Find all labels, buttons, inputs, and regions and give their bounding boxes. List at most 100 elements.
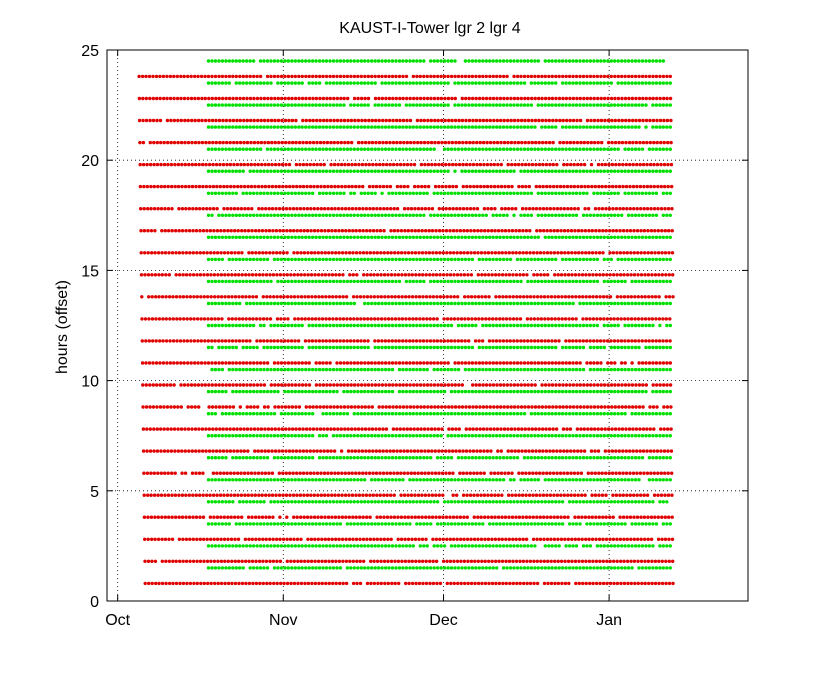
red-point — [230, 295, 234, 299]
red-point — [647, 317, 651, 321]
red-point — [267, 515, 272, 519]
red-point — [573, 493, 577, 497]
red-point — [474, 405, 479, 409]
green-point — [491, 412, 495, 416]
green-point — [283, 389, 287, 394]
red-point — [424, 515, 428, 519]
red-point — [628, 471, 632, 475]
red-point — [585, 118, 590, 123]
green-point — [613, 500, 617, 504]
red-point — [250, 273, 255, 277]
red-point — [477, 317, 481, 321]
green-point — [376, 544, 381, 548]
green-point — [411, 566, 415, 570]
red-point — [149, 515, 154, 519]
red-point — [206, 581, 210, 586]
red-point — [312, 449, 316, 453]
red-point — [645, 207, 650, 211]
green-point — [376, 345, 381, 350]
red-point — [429, 118, 433, 123]
red-point — [667, 559, 671, 563]
green-point — [442, 367, 447, 372]
red-point — [379, 251, 383, 255]
red-point — [353, 449, 358, 453]
green-point — [439, 367, 443, 372]
green-point — [321, 345, 325, 350]
red-point — [614, 162, 618, 167]
green-point — [363, 367, 367, 372]
red-point — [480, 581, 484, 586]
red-point — [520, 207, 525, 211]
red-point — [627, 405, 631, 409]
red-point — [530, 140, 534, 145]
red-point — [632, 515, 636, 519]
green-point — [220, 389, 225, 394]
red-point — [322, 449, 326, 453]
green-point — [651, 434, 655, 438]
red-point — [662, 140, 666, 145]
red-point — [499, 405, 503, 409]
red-point — [628, 449, 632, 453]
red-point — [448, 537, 452, 541]
green-point — [220, 522, 225, 526]
red-point — [160, 251, 164, 255]
green-point — [665, 544, 669, 548]
red-point — [353, 118, 357, 123]
green-point — [328, 500, 332, 504]
green-point — [422, 434, 426, 438]
red-point — [392, 515, 397, 519]
red-point — [160, 537, 164, 541]
green-point — [560, 478, 565, 482]
red-point — [448, 273, 453, 277]
green-point — [540, 566, 544, 570]
red-point — [346, 140, 350, 145]
green-point — [276, 500, 280, 504]
red-point — [276, 74, 280, 79]
green-point — [345, 412, 350, 416]
red-point — [392, 471, 396, 475]
red-point — [572, 184, 577, 189]
red-point — [561, 383, 565, 387]
red-point — [306, 273, 310, 277]
red-point — [667, 229, 671, 233]
red-point — [325, 427, 330, 431]
red-point — [316, 515, 320, 519]
green-point — [220, 566, 225, 570]
red-point — [493, 251, 498, 255]
red-point — [429, 74, 433, 79]
red-point — [477, 383, 482, 387]
red-point — [306, 581, 311, 586]
green-point — [606, 367, 610, 372]
green-point — [595, 345, 600, 350]
red-point — [152, 427, 156, 431]
red-point — [631, 140, 635, 145]
red-point — [663, 515, 667, 519]
green-point — [227, 434, 231, 438]
red-point — [363, 140, 368, 145]
red-point — [645, 427, 649, 431]
green-point — [383, 456, 388, 460]
red-point — [158, 74, 162, 79]
red-point — [250, 493, 254, 497]
green-point — [328, 345, 332, 350]
green-point — [453, 412, 457, 416]
red-point — [434, 537, 439, 541]
red-point — [468, 162, 472, 167]
red-point — [394, 405, 399, 409]
red-point — [411, 74, 416, 79]
red-point — [481, 96, 485, 101]
red-point — [554, 405, 558, 409]
red-point — [365, 515, 369, 519]
red-point — [151, 339, 155, 343]
red-point — [434, 493, 438, 497]
green-point — [484, 345, 488, 350]
red-point — [261, 559, 265, 563]
green-point — [373, 478, 377, 482]
red-point — [289, 581, 293, 586]
green-point — [609, 389, 613, 394]
red-point — [475, 184, 479, 189]
red-point — [277, 449, 281, 453]
red-point — [500, 515, 504, 519]
red-point — [550, 96, 555, 101]
red-point — [420, 493, 424, 497]
